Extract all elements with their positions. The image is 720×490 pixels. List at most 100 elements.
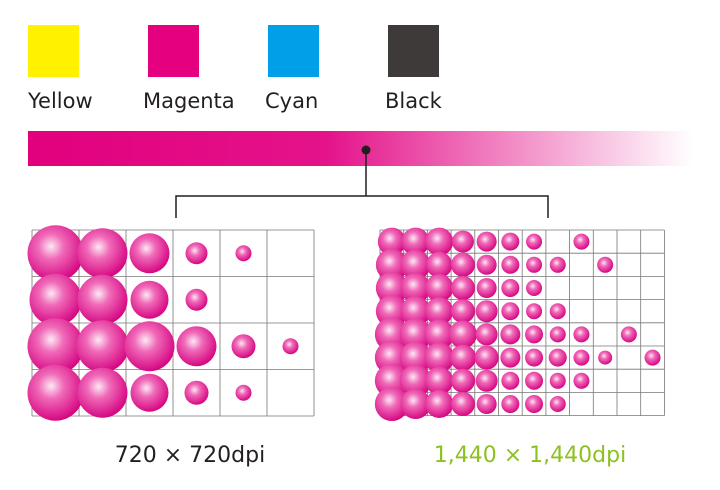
ink-dot (424, 342, 455, 373)
ink-dot (548, 348, 567, 367)
ink-dot (235, 245, 252, 262)
ink-dot (400, 273, 431, 303)
ink-dot (525, 371, 544, 390)
ink-dot (549, 372, 566, 389)
ink-dot (597, 256, 614, 273)
yellow-swatch (28, 25, 79, 77)
ink-dot (620, 326, 637, 343)
ink-dot (525, 325, 544, 344)
ink-dot (426, 251, 453, 278)
ink-dot (425, 227, 454, 256)
ink-dot (573, 372, 590, 389)
ink-dot (451, 230, 474, 253)
ink-dot (500, 324, 521, 345)
ink-dot (375, 295, 408, 328)
ink-dot (375, 248, 408, 281)
ink-dot (424, 319, 455, 350)
ink-dot (476, 394, 497, 414)
ink-dot (231, 334, 256, 359)
ink-dot (549, 396, 566, 412)
ink-dot (448, 320, 477, 349)
ink-dot (549, 303, 566, 320)
ink-dot (450, 299, 475, 324)
ink-dot (573, 349, 590, 366)
ink-dot (425, 390, 454, 418)
ink-dot (374, 387, 409, 421)
ink-dot (525, 348, 544, 367)
ink-dot (185, 242, 208, 265)
ink-dot (525, 395, 544, 413)
cyan-swatch (268, 25, 319, 77)
ink-dot (27, 364, 84, 421)
grid-720 (27, 225, 315, 421)
ink-dot (475, 300, 498, 323)
resolution-label: 1,440 × 1,440dpi (434, 443, 626, 468)
ink-dot (476, 254, 497, 275)
ink-dot (77, 274, 128, 325)
ink-dot (549, 256, 566, 273)
black-swatch (388, 25, 439, 77)
ink-dot (399, 341, 432, 374)
ink-dot (282, 338, 299, 355)
ink-label: Cyan (265, 89, 318, 113)
ink-dot (598, 350, 613, 365)
ink-dot (425, 366, 454, 395)
ink-dot (450, 392, 475, 416)
ink-dot (475, 323, 498, 346)
ink-dot (399, 318, 432, 351)
ink-dot (526, 303, 543, 320)
ink-dot (176, 326, 217, 367)
ink-dot (129, 233, 170, 274)
ink-dot (526, 233, 543, 250)
gradient-bar (28, 131, 693, 166)
ink-dot (124, 321, 175, 372)
ink-dot (501, 302, 520, 321)
ink-dot (476, 278, 497, 298)
ink-dot (501, 232, 520, 251)
ink-dot (476, 231, 497, 252)
ink-dot (450, 276, 475, 300)
ink-dot (401, 227, 430, 256)
ink-dot (184, 380, 209, 405)
ink-dot (400, 296, 431, 327)
ink-dot (501, 279, 520, 297)
ink-dot (500, 347, 521, 368)
ink-dot (77, 367, 128, 418)
ink-dot (526, 280, 543, 296)
ink-dot (377, 227, 406, 256)
resolution-label: 720 × 720dpi (115, 443, 265, 468)
ink-dot (27, 225, 84, 282)
ink-label: Black (385, 89, 443, 113)
ink-dot (475, 369, 498, 392)
ink-dot (450, 368, 475, 393)
ink-dot (425, 297, 454, 326)
ink-dot (425, 274, 454, 302)
ink-dot (573, 233, 590, 250)
ink-dot (185, 288, 208, 311)
ink-dot (526, 256, 543, 273)
ink-dot (77, 228, 128, 279)
ink-dot (29, 273, 82, 326)
ink-dot (400, 389, 431, 419)
ink-dot (501, 371, 520, 390)
ink-dot (501, 255, 520, 274)
ink-dot (76, 320, 129, 373)
ink-dot (130, 373, 169, 412)
ink-dot (474, 345, 499, 370)
ink-label: Magenta (143, 89, 235, 113)
ink-dot (501, 395, 520, 413)
ink-dot (375, 272, 408, 304)
ink-dot (644, 349, 661, 366)
ink-label: Yellow (27, 89, 93, 113)
ink-dot (399, 364, 432, 397)
grid-1440 (374, 227, 665, 421)
bracket (175, 150, 549, 218)
ink-dot (573, 326, 590, 343)
ink-dot (549, 326, 566, 343)
magenta-swatch (148, 25, 199, 77)
ink-dot (449, 344, 476, 371)
ink-dot (235, 384, 252, 401)
ink-dot (27, 318, 84, 375)
